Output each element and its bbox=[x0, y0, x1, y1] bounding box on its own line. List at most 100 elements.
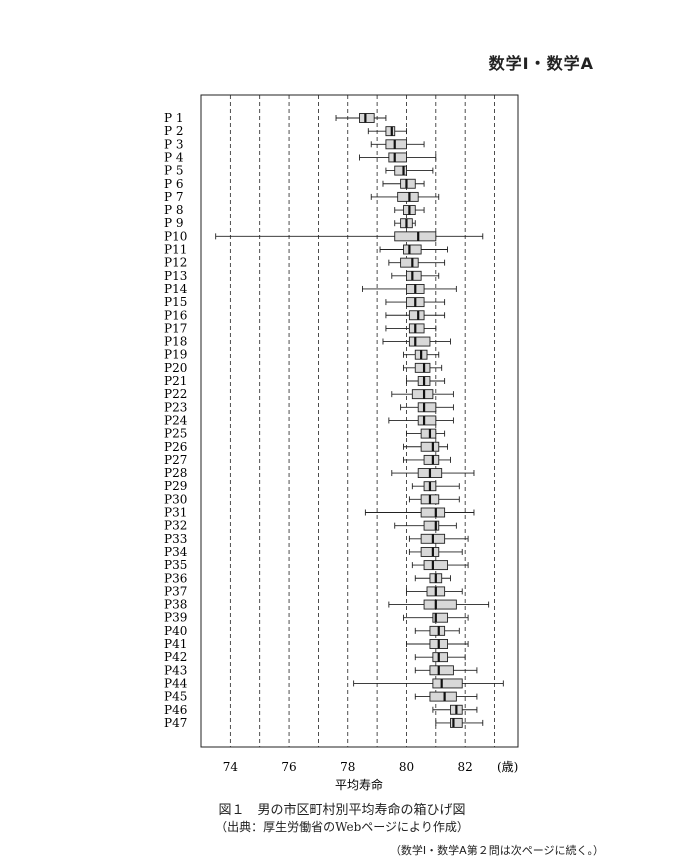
iqr-box bbox=[432, 652, 449, 663]
y-tick-label: P38 bbox=[164, 598, 187, 612]
y-tick-label: P23 bbox=[164, 400, 187, 414]
iqr-box bbox=[359, 113, 375, 123]
iqr-box bbox=[450, 717, 463, 728]
iqr-box bbox=[432, 612, 449, 623]
box-p1 bbox=[335, 113, 387, 123]
y-tick-label: P14 bbox=[164, 282, 188, 296]
box-p9 bbox=[394, 218, 416, 229]
y-tick-label: P27 bbox=[164, 453, 187, 467]
y-tick-label: P30 bbox=[164, 492, 187, 506]
iqr-box bbox=[432, 678, 463, 689]
y-tick-label: P 4 bbox=[164, 150, 184, 164]
y-tick-label: P17 bbox=[164, 321, 187, 335]
boxplot-chart: P 1P 2P 3P 4P 5P 6P 7P 8P 9P10P11P12P13P… bbox=[164, 94, 519, 792]
y-tick-label: P32 bbox=[164, 519, 187, 533]
y-tick-label: P 8 bbox=[164, 203, 184, 217]
iqr-box bbox=[423, 520, 440, 531]
y-tick-label: P22 bbox=[164, 387, 187, 401]
iqr-box bbox=[429, 625, 446, 636]
y-tick-label: P10 bbox=[164, 229, 187, 243]
y-tick-label: P24 bbox=[164, 413, 188, 427]
box-p39 bbox=[403, 612, 469, 623]
x-tick-labels: 74 76 78 80 82 bbox=[223, 760, 473, 774]
y-tick-label: P25 bbox=[164, 427, 187, 441]
iqr-box bbox=[423, 560, 449, 571]
x-axis-label: 平均寿命 bbox=[335, 777, 383, 792]
y-tick-label: P 7 bbox=[164, 190, 184, 204]
box-p22 bbox=[391, 389, 454, 400]
box-p8 bbox=[394, 205, 425, 216]
box-p18 bbox=[382, 336, 451, 347]
y-tick-label: P44 bbox=[164, 676, 188, 690]
y-tick-label: P16 bbox=[164, 308, 187, 322]
y-tick-label: P35 bbox=[164, 558, 187, 572]
y-tick-label: P 1 bbox=[164, 111, 184, 125]
iqr-box bbox=[411, 389, 434, 400]
box-p5 bbox=[385, 165, 434, 176]
x-tick-label: 76 bbox=[281, 760, 296, 774]
box-p23 bbox=[400, 402, 454, 413]
iqr-box bbox=[408, 310, 425, 321]
box-p35 bbox=[411, 560, 469, 571]
box-p17 bbox=[385, 323, 437, 334]
box-p24 bbox=[388, 415, 454, 426]
box-p28 bbox=[391, 468, 475, 478]
y-tick-label: P45 bbox=[164, 690, 187, 704]
iqr-box bbox=[417, 402, 437, 413]
box-p34 bbox=[408, 547, 463, 557]
iqr-box bbox=[420, 507, 446, 518]
y-tick-label: P12 bbox=[164, 256, 187, 270]
box-p30 bbox=[408, 494, 460, 505]
iqr-box bbox=[408, 323, 425, 334]
box-p41 bbox=[406, 639, 469, 649]
box-p46 bbox=[432, 704, 478, 715]
box-p21 bbox=[406, 376, 446, 386]
box-p40 bbox=[414, 625, 460, 636]
iqr-box bbox=[408, 336, 431, 347]
box-p13 bbox=[391, 270, 440, 281]
box-p47 bbox=[435, 717, 484, 728]
box-p25 bbox=[406, 428, 446, 439]
box-p29 bbox=[411, 481, 460, 492]
boxes bbox=[215, 113, 504, 728]
y-tick-label: P13 bbox=[164, 269, 187, 283]
box-p7 bbox=[370, 191, 440, 202]
iqr-box bbox=[385, 126, 396, 137]
box-p36 bbox=[414, 573, 451, 584]
box-p3 bbox=[370, 139, 425, 150]
box-p33 bbox=[408, 533, 469, 544]
gridlines bbox=[229, 95, 495, 747]
box-p31 bbox=[364, 507, 475, 518]
box-p12 bbox=[388, 257, 446, 268]
y-tick-label: P43 bbox=[164, 663, 187, 677]
box-p45 bbox=[414, 691, 478, 702]
box-p2 bbox=[367, 126, 407, 137]
iqr-box bbox=[400, 257, 419, 268]
box-p38 bbox=[388, 599, 490, 610]
figure-source: （出典：厚生労働省のWebページにより作成） bbox=[215, 820, 469, 834]
iqr-box bbox=[420, 441, 440, 452]
y-tick-label: P19 bbox=[164, 348, 187, 362]
y-tick-label: P 5 bbox=[164, 164, 184, 178]
y-tick-label: P41 bbox=[164, 637, 187, 651]
box-p42 bbox=[414, 652, 466, 663]
y-tick-label: P15 bbox=[164, 295, 187, 309]
iqr-box bbox=[400, 178, 416, 189]
box-p19 bbox=[403, 349, 440, 360]
box-p20 bbox=[403, 362, 443, 373]
iqr-box bbox=[423, 454, 440, 465]
y-tick-label: P29 bbox=[164, 479, 187, 493]
y-tick-label: P37 bbox=[164, 584, 187, 598]
iqr-box bbox=[397, 191, 419, 202]
y-tick-label: P 6 bbox=[164, 177, 184, 191]
y-tick-label: P11 bbox=[164, 243, 187, 257]
box-p37 bbox=[406, 586, 463, 597]
y-tick-label: P26 bbox=[164, 440, 187, 454]
box-p11 bbox=[379, 244, 449, 255]
x-axis-unit: (歳) bbox=[497, 760, 518, 774]
y-tick-label: P47 bbox=[164, 716, 187, 730]
iqr-box bbox=[406, 270, 422, 281]
y-tick-label: P36 bbox=[164, 571, 187, 585]
box-p26 bbox=[403, 441, 449, 452]
box-p10 bbox=[215, 231, 484, 242]
